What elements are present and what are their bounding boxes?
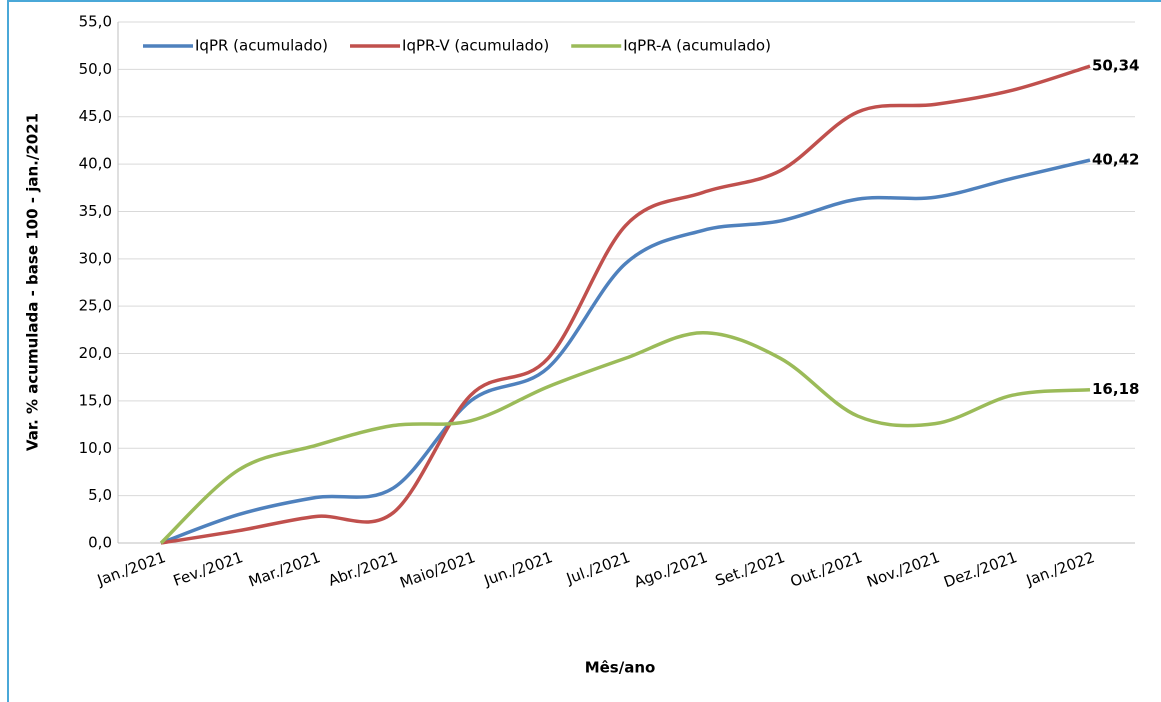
y-tick-label: 30,0 [79, 249, 112, 267]
data-label: 16,18 [1092, 380, 1139, 398]
y-tick-label: 40,0 [79, 155, 112, 173]
y-axis-label: Var. % acumulada - base 100 - jan./2021 [24, 113, 42, 451]
legend-label: IqPR-V (acumulado) [402, 37, 549, 55]
legend-label: IqPR-A (acumulado) [623, 37, 771, 55]
series-line [159, 330, 1091, 545]
x-tick-label: Jan./2021 [94, 548, 168, 590]
y-tick-label: 20,0 [79, 344, 112, 362]
y-tick-label: 45,0 [79, 107, 112, 125]
x-tick-label: Jul./2021 [563, 548, 632, 588]
x-tick-label: Set./2021 [713, 548, 787, 590]
x-tick-label: Abr./2021 [326, 548, 400, 590]
y-tick-label: 5,0 [88, 486, 112, 504]
y-tick-label: 25,0 [79, 297, 112, 315]
x-tick-label: Ago./2021 [632, 548, 710, 591]
y-tick-label: 50,0 [79, 60, 112, 78]
x-tick-label: Jun./2021 [481, 548, 555, 590]
x-tick-label: Out./2021 [788, 548, 865, 591]
y-tick-label: 15,0 [79, 391, 112, 409]
data-label: 40,42 [1092, 151, 1139, 169]
data-label: 50,34 [1092, 57, 1139, 75]
y-tick-label: 0,0 [88, 534, 112, 552]
y-tick-label: 55,0 [79, 13, 112, 31]
x-tick-label: Fev./2021 [171, 548, 246, 590]
y-tick-label: 35,0 [79, 202, 112, 220]
x-tick-label: Mar./2021 [246, 548, 323, 591]
legend-label: IqPR (acumulado) [195, 37, 328, 55]
series-line [160, 158, 1091, 545]
y-tick-label: 10,0 [79, 439, 112, 457]
x-axis-label: Mês/ano [585, 659, 656, 677]
x-tick-label: Nov./2021 [864, 548, 942, 591]
x-tick-label: Dez./2021 [941, 548, 1019, 591]
x-tick-label: Maio/2021 [397, 548, 477, 592]
series-line [160, 64, 1091, 545]
x-tick-label: Jan./2022 [1023, 548, 1097, 590]
